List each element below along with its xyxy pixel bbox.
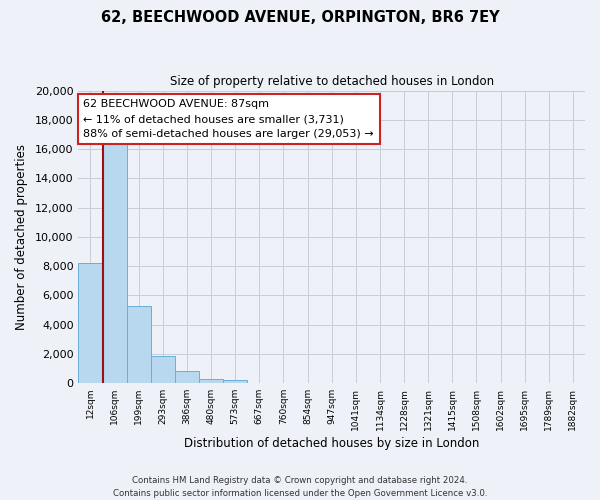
- Bar: [223, 380, 247, 383]
- Title: Size of property relative to detached houses in London: Size of property relative to detached ho…: [170, 75, 494, 88]
- Y-axis label: Number of detached properties: Number of detached properties: [15, 144, 28, 330]
- X-axis label: Distribution of detached houses by size in London: Distribution of detached houses by size …: [184, 437, 479, 450]
- Bar: [79, 263, 103, 383]
- Bar: [175, 372, 199, 383]
- Text: Contains HM Land Registry data © Crown copyright and database right 2024.
Contai: Contains HM Land Registry data © Crown c…: [113, 476, 487, 498]
- Bar: [199, 379, 223, 383]
- Bar: [103, 140, 127, 383]
- Text: 62, BEECHWOOD AVENUE, ORPINGTON, BR6 7EY: 62, BEECHWOOD AVENUE, ORPINGTON, BR6 7EY: [101, 10, 499, 25]
- Text: 62 BEECHWOOD AVENUE: 87sqm
← 11% of detached houses are smaller (3,731)
88% of s: 62 BEECHWOOD AVENUE: 87sqm ← 11% of deta…: [83, 100, 374, 139]
- Bar: [127, 306, 151, 383]
- Bar: [151, 356, 175, 383]
